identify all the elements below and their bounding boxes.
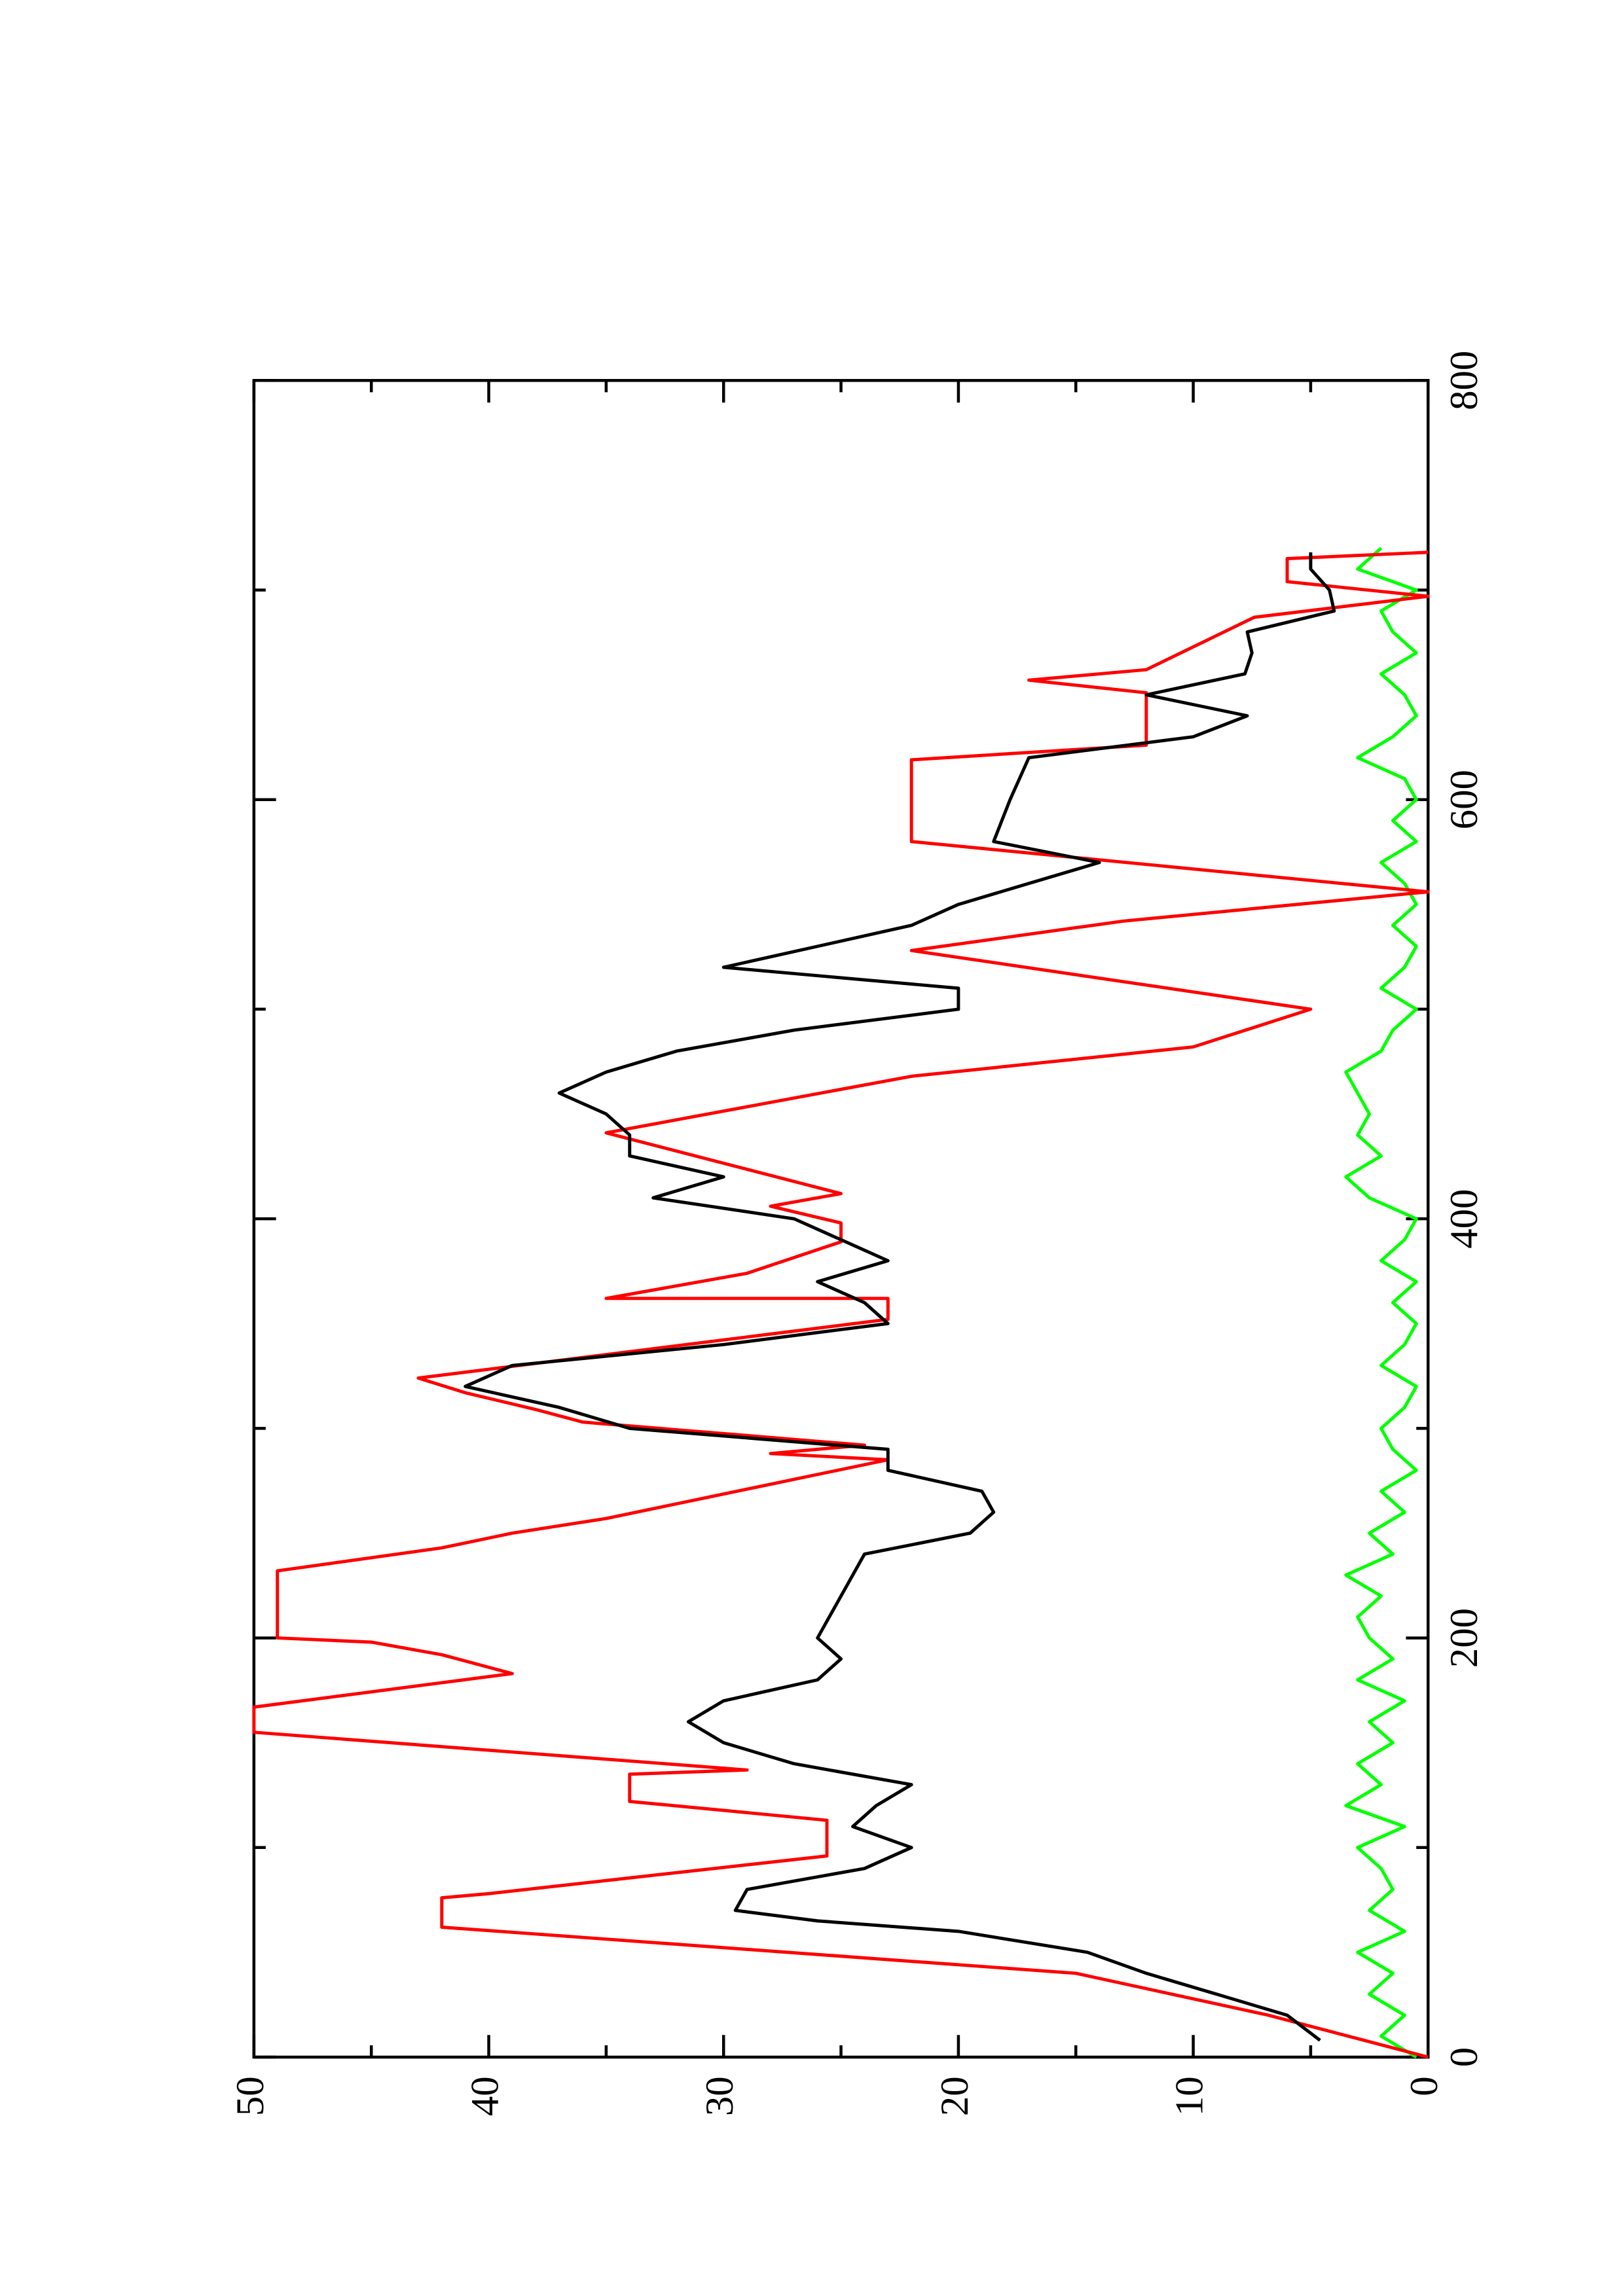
x-tick-label: 0 — [1442, 2047, 1486, 2067]
data-line — [1344, 547, 1418, 2059]
x-tick-label: 800 — [1442, 351, 1486, 410]
x-tick-label: 200 — [1442, 1608, 1486, 1668]
y-tick-label: 20 — [933, 2076, 977, 2116]
y-tick-label: 30 — [698, 2076, 742, 2116]
x-tick-label: 600 — [1442, 770, 1486, 829]
data-line — [252, 550, 1430, 2059]
y-tick-label: 10 — [1168, 2076, 1212, 2116]
x-tick-label: 400 — [1442, 1189, 1486, 1249]
y-tick-label: 40 — [463, 2076, 507, 2116]
y-tick-label: 0 — [1402, 2076, 1446, 2096]
data-line — [464, 552, 1336, 2042]
y-tick-label: 50 — [228, 2076, 272, 2116]
